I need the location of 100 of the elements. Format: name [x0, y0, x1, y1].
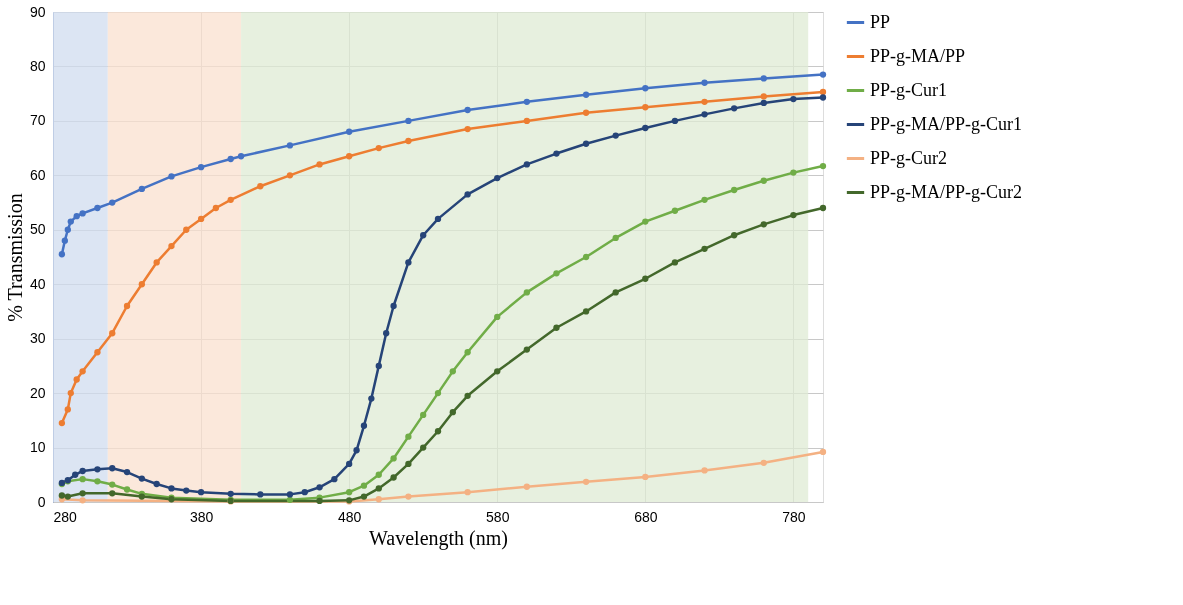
point: [316, 497, 323, 505]
point: [464, 392, 471, 399]
point: [701, 79, 708, 86]
point: [405, 117, 412, 125]
point: [790, 211, 797, 219]
point: [375, 362, 382, 370]
point: [449, 409, 456, 416]
point: [72, 471, 79, 478]
point: [109, 490, 116, 497]
point: [375, 144, 382, 152]
point: [494, 174, 501, 182]
point: [582, 308, 590, 315]
point: [257, 183, 264, 190]
y-tick-label: 0: [37, 493, 46, 510]
y-tick-label: 90: [29, 3, 46, 20]
point: [94, 478, 101, 485]
point: [523, 289, 531, 296]
point: [109, 330, 116, 337]
legend-label: PP-g-MA/PP-g-Cur2: [870, 181, 1023, 202]
point: [375, 485, 382, 492]
y-axis-title: % Transmission: [3, 193, 26, 322]
point: [819, 204, 827, 212]
point: [331, 475, 338, 483]
y-tick-label: 30: [29, 330, 46, 347]
point: [79, 210, 86, 217]
point: [819, 88, 827, 96]
point: [642, 85, 649, 92]
point: [360, 422, 368, 429]
point: [730, 105, 738, 112]
point: [345, 128, 353, 135]
point: [582, 91, 590, 98]
point: [353, 447, 360, 454]
point: [227, 155, 234, 163]
point: [345, 153, 353, 160]
point: [464, 125, 471, 133]
point: [642, 218, 649, 225]
point: [212, 204, 220, 212]
point: [286, 172, 294, 179]
x-tick-label: 580: [486, 508, 510, 525]
legend-label: PP-g-Cur1: [870, 79, 948, 100]
point: [671, 259, 679, 266]
point: [123, 468, 131, 476]
point: [553, 324, 560, 331]
point: [67, 218, 74, 225]
point: [58, 492, 66, 499]
point: [286, 491, 294, 498]
point: [553, 270, 560, 277]
point: [582, 253, 590, 261]
point: [523, 346, 531, 353]
point: [368, 395, 375, 402]
point: [760, 93, 767, 100]
point: [123, 302, 131, 310]
point: [390, 455, 397, 462]
point: [612, 289, 619, 296]
point: [168, 485, 175, 492]
point: [760, 75, 767, 82]
point: [671, 117, 679, 125]
point: [760, 177, 767, 184]
point: [420, 232, 427, 239]
point: [286, 142, 294, 149]
point: [464, 191, 471, 198]
point: [79, 475, 86, 483]
point: [79, 368, 86, 375]
point: [94, 466, 101, 473]
point: [523, 483, 531, 490]
point: [420, 444, 427, 451]
point: [642, 104, 649, 111]
legend-label: PP-g-MA/PP: [870, 45, 966, 66]
point: [360, 493, 368, 500]
point: [582, 109, 590, 116]
point: [612, 132, 619, 139]
point: [701, 196, 708, 203]
point: [67, 389, 74, 397]
point: [79, 467, 86, 475]
point: [582, 478, 590, 486]
point: [523, 117, 531, 125]
x-tick-label: 480: [337, 508, 362, 525]
legend-label: PP-g-MA/PP-g-Cur1: [870, 113, 1023, 134]
point: [73, 376, 80, 383]
point: [109, 199, 116, 206]
point: [64, 493, 71, 500]
point: [138, 185, 146, 193]
point: [301, 489, 308, 496]
point: [819, 94, 827, 101]
point: [197, 164, 205, 171]
y-tick-label: 10: [29, 439, 46, 456]
point: [153, 259, 160, 266]
point: [819, 448, 827, 456]
point: [73, 213, 80, 220]
point: [390, 474, 397, 481]
point: [819, 162, 827, 170]
point: [183, 487, 190, 494]
y-tick-label: 40: [29, 275, 46, 292]
point: [405, 493, 412, 500]
point: [405, 259, 412, 266]
point: [523, 98, 531, 105]
point: [168, 242, 175, 250]
legend-label: PP: [870, 11, 891, 32]
point: [383, 330, 390, 337]
x-tick-label: 680: [634, 508, 658, 525]
